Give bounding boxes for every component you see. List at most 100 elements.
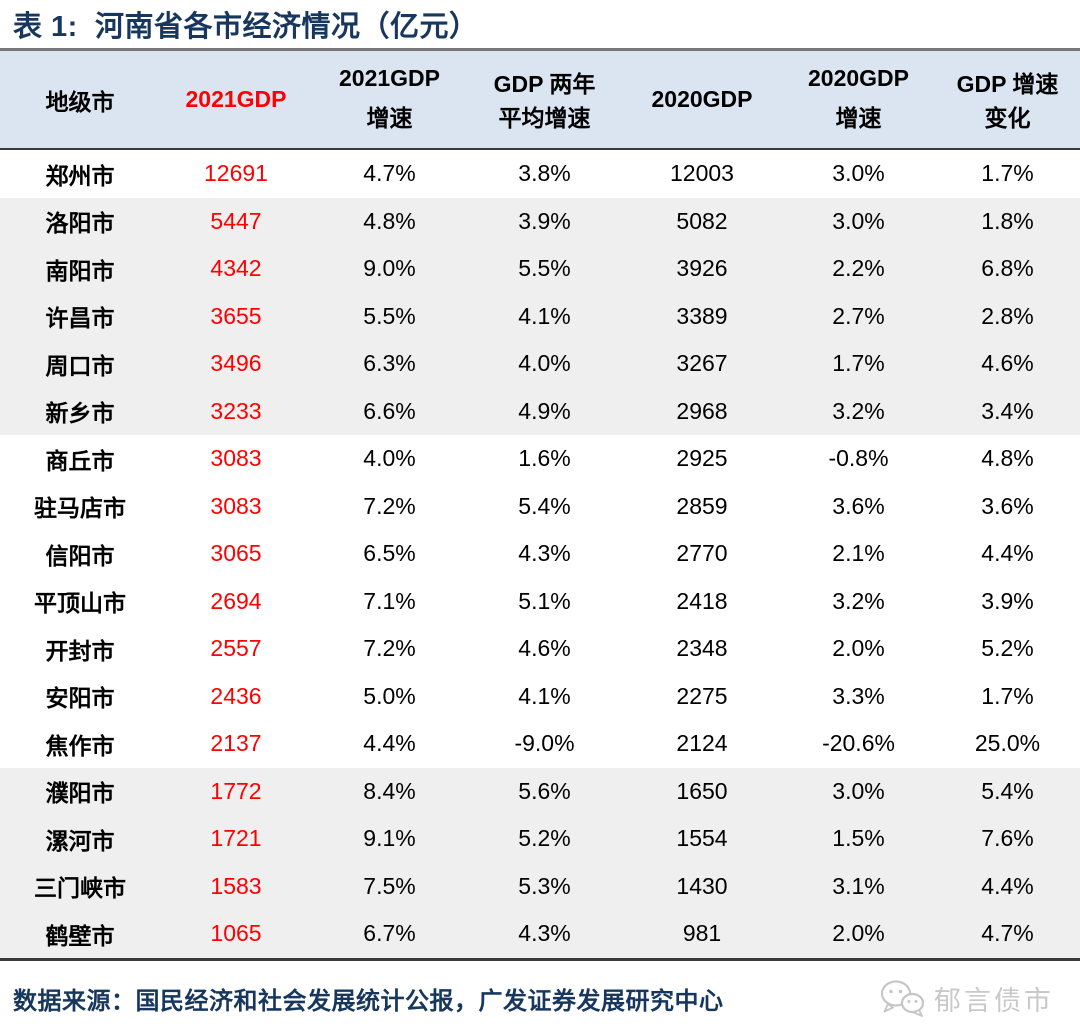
cell-avg-growth-2yr: 4.3%: [518, 540, 571, 567]
cell-growth-2020: 2.7%: [832, 302, 885, 329]
cell-growth-2020: 2.0%: [832, 920, 885, 947]
cell-gdp-2020: 1430: [676, 872, 728, 899]
cell-gdp-2020: 2925: [676, 445, 728, 472]
cell-avg-growth-2yr: 5.3%: [518, 872, 571, 899]
cell-avg-growth-2yr: 5.4%: [518, 492, 571, 519]
cell-city: 许昌市: [45, 305, 115, 332]
cell-growth-change: 3.9%: [981, 587, 1034, 614]
cell-growth-2021: 6.3%: [363, 350, 416, 377]
cell-gdp-2021: 3233: [210, 397, 262, 424]
cell-growth-2020: 3.0%: [832, 777, 885, 804]
cell-growth-change: 25.0%: [974, 730, 1041, 757]
cell-city: 鹤壁市: [45, 922, 115, 949]
footer: 数据来源：国民经济和社会发展统计公报，广发证券发展研究中心 郁言债市: [0, 961, 1080, 1030]
cell-avg-growth-2yr: 4.6%: [518, 635, 571, 662]
cell-growth-2021: 7.1%: [363, 587, 416, 614]
cell-growth-change: 4.7%: [981, 920, 1034, 947]
table-row: 开封市 2557 7.2% 4.6% 2348 2.0% 5.2%: [0, 625, 1080, 673]
cell-growth-2021: 4.0%: [363, 445, 416, 472]
cell-avg-growth-2yr: 4.1%: [518, 682, 571, 709]
cell-city: 驻马店市: [34, 495, 126, 522]
cell-growth-change: 2.8%: [981, 302, 1034, 329]
cell-city: 开封市: [45, 637, 115, 664]
cell-city: 信阳市: [45, 542, 115, 569]
cell-growth-2021: 6.7%: [363, 920, 416, 947]
cell-gdp-2020: 2968: [676, 397, 728, 424]
table-row: 商丘市 3083 4.0% 1.6% 2925 -0.8% 4.8%: [0, 435, 1080, 483]
cell-growth-2021: 5.5%: [363, 302, 416, 329]
cell-avg-growth-2yr: 4.9%: [518, 397, 571, 424]
cell-growth-2020: 3.2%: [832, 397, 885, 424]
cell-gdp-2021: 3083: [210, 492, 262, 519]
brand-watermark-text: 郁言债市: [934, 985, 1054, 1016]
cell-city: 郑州市: [45, 162, 115, 189]
cell-avg-growth-2yr: 5.1%: [518, 587, 571, 614]
cell-avg-growth-2yr: 5.6%: [518, 777, 571, 804]
cell-growth-2020: 3.6%: [832, 492, 885, 519]
cell-gdp-2021: 2137: [210, 730, 262, 757]
cell-gdp-2021: 4342: [210, 255, 262, 282]
cell-growth-2020: -20.6%: [822, 730, 895, 757]
cell-gdp-2020: 12003: [670, 160, 734, 187]
cell-growth-change: 1.7%: [981, 682, 1034, 709]
cell-growth-2020: 2.2%: [832, 255, 885, 282]
cell-gdp-2020: 3267: [676, 350, 728, 377]
cell-avg-growth-2yr: 4.1%: [518, 302, 571, 329]
cell-avg-growth-2yr: 5.5%: [518, 255, 571, 282]
table-row: 周口市 3496 6.3% 4.0% 3267 1.7% 4.6%: [0, 340, 1080, 388]
cell-city: 周口市: [45, 352, 115, 379]
cell-growth-2020: 3.0%: [832, 207, 885, 234]
title-divider: [0, 48, 1080, 51]
table-row: 郑州市 12691 4.7% 3.8% 12003 3.0% 1.7%: [0, 150, 1080, 198]
cell-growth-change: 1.8%: [981, 207, 1034, 234]
cell-growth-2021: 6.6%: [363, 397, 416, 424]
cell-gdp-2021: 2557: [210, 635, 262, 662]
table-row: 洛阳市 5447 4.8% 3.9% 5082 3.0% 1.8%: [0, 197, 1080, 245]
table-row: 漯河市 1721 9.1% 5.2% 1554 1.5% 7.6%: [0, 815, 1080, 863]
cell-growth-2021: 8.4%: [363, 777, 416, 804]
table-title: 表 1: 河南省各市经济情况（亿元）: [13, 11, 479, 43]
cell-avg-growth-2yr: 4.3%: [518, 920, 571, 947]
cell-growth-change: 3.4%: [981, 397, 1034, 424]
cell-growth-2021: 7.2%: [363, 492, 416, 519]
cell-growth-2020: 2.0%: [832, 635, 885, 662]
cell-growth-2021: 7.2%: [363, 635, 416, 662]
cell-gdp-2021: 3065: [210, 540, 262, 567]
table-row: 鹤壁市 1065 6.7% 4.3% 981 2.0% 4.7%: [0, 910, 1080, 958]
column-header-growth-2021: 2021GDP 增速: [338, 65, 440, 131]
cell-gdp-2020: 1650: [676, 777, 728, 804]
cell-gdp-2021: 2436: [210, 682, 262, 709]
cell-city: 洛阳市: [45, 210, 115, 237]
cell-city: 安阳市: [45, 685, 115, 712]
table-row: 南阳市 4342 9.0% 5.5% 3926 2.2% 6.8%: [0, 245, 1080, 293]
cell-growth-change: 1.7%: [981, 160, 1034, 187]
cell-avg-growth-2yr: 4.0%: [518, 350, 571, 377]
cell-gdp-2021: 3496: [210, 350, 262, 377]
column-header-growth-2020: 2020GDP 增速: [807, 65, 909, 131]
cell-city: 新乡市: [45, 400, 115, 427]
cell-growth-change: 4.4%: [981, 540, 1034, 567]
cell-gdp-2021: 1772: [210, 777, 262, 804]
cell-growth-2021: 9.0%: [363, 255, 416, 282]
cell-gdp-2021: 12691: [204, 160, 268, 187]
cell-gdp-2020: 1554: [676, 825, 728, 852]
cell-gdp-2020: 981: [682, 920, 722, 947]
cell-city: 商丘市: [45, 447, 115, 474]
cell-growth-2021: 7.5%: [363, 872, 416, 899]
cell-avg-growth-2yr: 3.9%: [518, 207, 571, 234]
cell-gdp-2021: 5447: [210, 207, 262, 234]
column-header-gdp-2020: 2020GDP: [651, 86, 753, 112]
cell-city: 三门峡市: [34, 875, 126, 902]
cell-gdp-2021: 3083: [210, 445, 262, 472]
table-bottom-border: [0, 957, 1080, 961]
cell-gdp-2020: 2418: [676, 587, 728, 614]
table-row: 平顶山市 2694 7.1% 5.1% 2418 3.2% 3.9%: [0, 577, 1080, 625]
cell-gdp-2021: 1583: [210, 872, 262, 899]
cell-gdp-2021: 3655: [210, 302, 262, 329]
wechat-icon: [880, 980, 925, 1017]
cell-growth-2020: 3.2%: [832, 587, 885, 614]
cell-growth-change: 5.2%: [981, 635, 1034, 662]
cell-city: 焦作市: [45, 732, 115, 759]
data-source-note: 数据来源：国民经济和社会发展统计公报，广发证券发展研究中心: [13, 987, 724, 1015]
cell-gdp-2021: 2694: [210, 587, 262, 614]
